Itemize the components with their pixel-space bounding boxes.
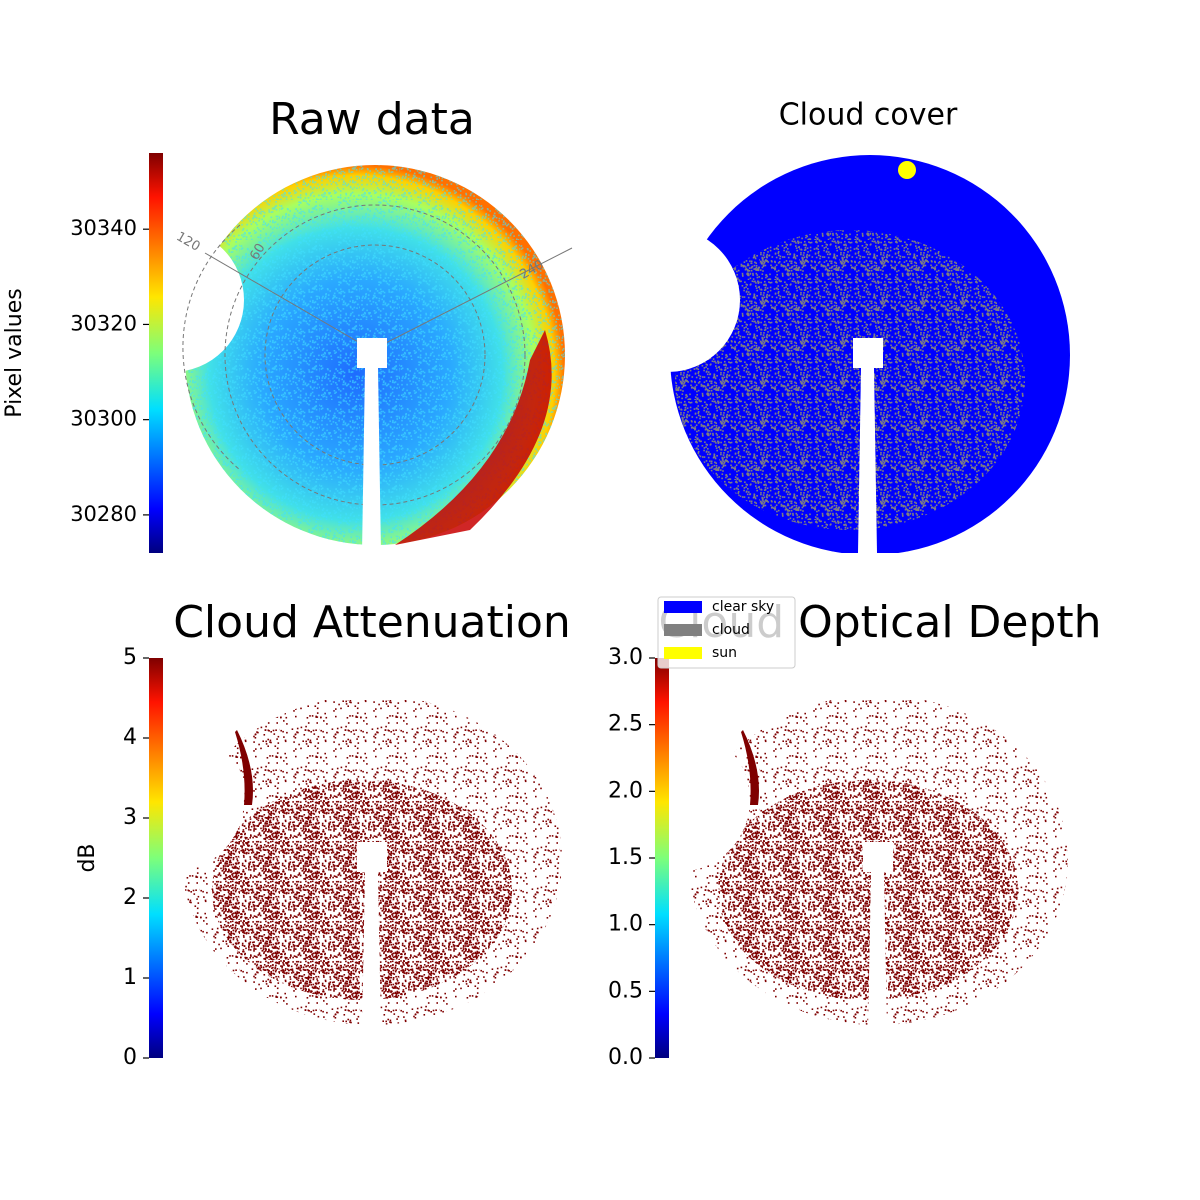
colorbar xyxy=(655,658,669,1058)
speckle-area xyxy=(718,780,1018,1000)
legend-swatch xyxy=(664,624,702,636)
polar-label: 60 xyxy=(247,241,268,263)
mask-block xyxy=(357,842,387,872)
cloud-edge xyxy=(235,730,253,805)
raw-warm-edge xyxy=(395,330,552,545)
mask-arm xyxy=(362,368,381,553)
legend-swatch xyxy=(664,647,702,659)
mask-block xyxy=(853,338,883,368)
colorbar-tick-label: 4 xyxy=(123,725,137,750)
legend-label: sun xyxy=(712,645,737,661)
colorbar-label: dB xyxy=(75,843,100,872)
polar-guide xyxy=(224,204,526,506)
speckle-area xyxy=(212,780,512,1000)
colorbar-tick-label: 30280 xyxy=(70,502,137,526)
polar-line xyxy=(371,247,573,351)
colorbar-tick-label: 3 xyxy=(123,805,137,830)
legend-swatch xyxy=(664,601,702,613)
colorbar-tick-label: 3.0 xyxy=(608,645,643,670)
colorbar-tick-label: 30300 xyxy=(70,407,137,431)
sun-spot xyxy=(898,161,916,179)
colorbar-tick-label: 1.5 xyxy=(608,845,643,870)
colorbar-tick-label: 2.5 xyxy=(608,712,643,737)
colorbar-label: Pixel values xyxy=(2,288,27,417)
panel-title: Cloud cover xyxy=(779,98,958,133)
cloud-cutout xyxy=(596,228,740,372)
panel-title: Cloud Attenuation xyxy=(173,597,571,648)
panel-title: Raw data xyxy=(269,94,475,145)
legend-label: cloud xyxy=(712,622,750,638)
colorbar-tick-label: 1 xyxy=(123,965,137,990)
colorbar-tick-label: 30340 xyxy=(70,216,137,240)
colorbar-tick-label: 0.5 xyxy=(608,978,643,1003)
colorbar-tick-label: 0 xyxy=(123,1045,137,1070)
colorbar-tick-label: 5 xyxy=(123,645,137,670)
cutout xyxy=(606,728,750,872)
legend-label: clear sky xyxy=(712,599,774,615)
polar-guide xyxy=(264,244,486,466)
colorbar-tick-label: 30320 xyxy=(70,311,137,335)
colorbar-tick-label: 0.0 xyxy=(608,1045,643,1070)
cloud-edge xyxy=(741,730,759,805)
polar-line xyxy=(204,252,373,351)
colorbar-tick-label: 2 xyxy=(123,885,137,910)
colorbar-tick-label: 2.0 xyxy=(608,778,643,803)
polar-guide-arc xyxy=(182,224,241,471)
cloud-texture xyxy=(675,230,1025,530)
colorbar xyxy=(149,658,163,1058)
colorbar-tick-label: 1.0 xyxy=(608,912,643,937)
mask-arm xyxy=(858,368,877,553)
raw-cutout xyxy=(100,228,244,372)
mask-block xyxy=(863,842,893,872)
legend: clear sky cloud sun xyxy=(657,596,796,669)
mask-arm xyxy=(362,872,381,1030)
cutout xyxy=(100,728,244,872)
mask-block xyxy=(357,338,387,368)
colorbar xyxy=(149,153,163,553)
mask-arm xyxy=(868,872,887,1030)
